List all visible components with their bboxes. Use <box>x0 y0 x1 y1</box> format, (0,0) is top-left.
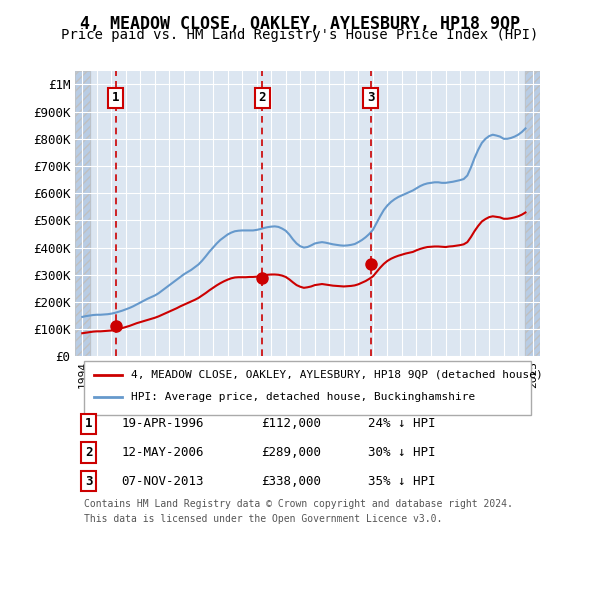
Text: 12-MAY-2006: 12-MAY-2006 <box>121 446 204 459</box>
Text: £338,000: £338,000 <box>261 475 321 488</box>
Text: 24% ↓ HPI: 24% ↓ HPI <box>368 417 436 430</box>
Bar <box>75 71 89 356</box>
Bar <box>75 71 89 356</box>
Text: 4, MEADOW CLOSE, OAKLEY, AYLESBURY, HP18 9QP (detached house): 4, MEADOW CLOSE, OAKLEY, AYLESBURY, HP18… <box>131 370 542 380</box>
Bar <box>526 71 540 356</box>
Text: 30% ↓ HPI: 30% ↓ HPI <box>368 446 436 459</box>
Text: Contains HM Land Registry data © Crown copyright and database right 2024.
This d: Contains HM Land Registry data © Crown c… <box>84 499 513 524</box>
Text: 07-NOV-2013: 07-NOV-2013 <box>121 475 204 488</box>
Text: 35% ↓ HPI: 35% ↓ HPI <box>368 475 436 488</box>
FancyBboxPatch shape <box>84 362 531 415</box>
Text: 3: 3 <box>85 475 93 488</box>
Text: 19-APR-1996: 19-APR-1996 <box>121 417 204 430</box>
Text: HPI: Average price, detached house, Buckinghamshire: HPI: Average price, detached house, Buck… <box>131 392 475 402</box>
Text: 2: 2 <box>258 91 266 104</box>
Text: 1: 1 <box>85 417 93 430</box>
Text: 2: 2 <box>85 446 93 459</box>
Text: Price paid vs. HM Land Registry's House Price Index (HPI): Price paid vs. HM Land Registry's House … <box>61 28 539 42</box>
Text: £289,000: £289,000 <box>261 446 321 459</box>
Text: 3: 3 <box>367 91 374 104</box>
Text: 1: 1 <box>112 91 119 104</box>
Text: 4, MEADOW CLOSE, OAKLEY, AYLESBURY, HP18 9QP: 4, MEADOW CLOSE, OAKLEY, AYLESBURY, HP18… <box>80 15 520 33</box>
Bar <box>526 71 540 356</box>
Text: £112,000: £112,000 <box>261 417 321 430</box>
